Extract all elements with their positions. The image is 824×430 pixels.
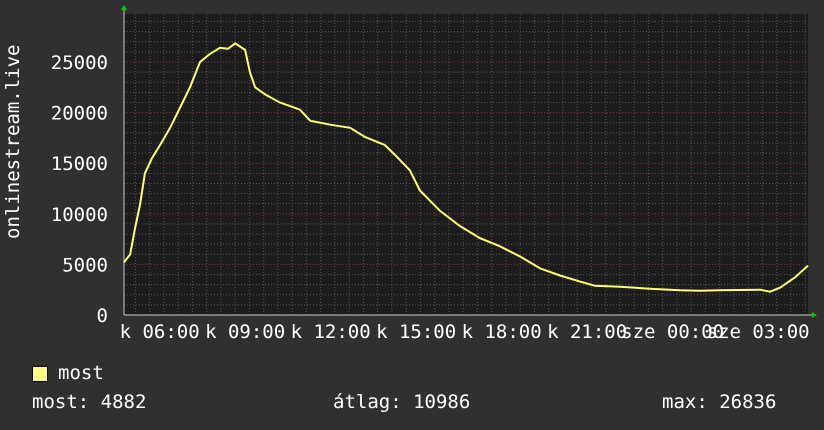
y-axis-label: onlinestream.live <box>2 44 24 239</box>
y-tick-label: 10000 <box>51 204 108 226</box>
stat-average: átlag: 10986 <box>333 391 471 413</box>
y-tick-label: 5000 <box>62 254 108 276</box>
x-tick-label: k 21:00 <box>547 321 627 343</box>
x-tick-label: k 09:00 <box>205 321 285 343</box>
x-axis-arrow <box>812 312 817 318</box>
x-tick-label: k 06:00 <box>120 321 200 343</box>
stat-max: max: 26836 <box>662 391 777 413</box>
x-tick-label: k 12:00 <box>291 321 371 343</box>
y-tick-label: 20000 <box>51 103 108 125</box>
x-tick-label: k 15:00 <box>376 321 456 343</box>
x-tick-label: k 18:00 <box>462 321 542 343</box>
x-tick-label: sze 03:00 <box>707 321 810 343</box>
x-tick-label: sze 00:00 <box>621 321 724 343</box>
y-tick-label: 0 <box>97 305 108 327</box>
y-tick-label: 25000 <box>51 52 108 74</box>
series-line-most <box>123 42 809 293</box>
y-axis-arrow <box>121 5 127 10</box>
legend-swatch <box>32 366 48 382</box>
stat-current: most: 4882 <box>32 391 147 413</box>
legend-label: most <box>58 362 104 384</box>
y-tick-label: 15000 <box>51 153 108 175</box>
